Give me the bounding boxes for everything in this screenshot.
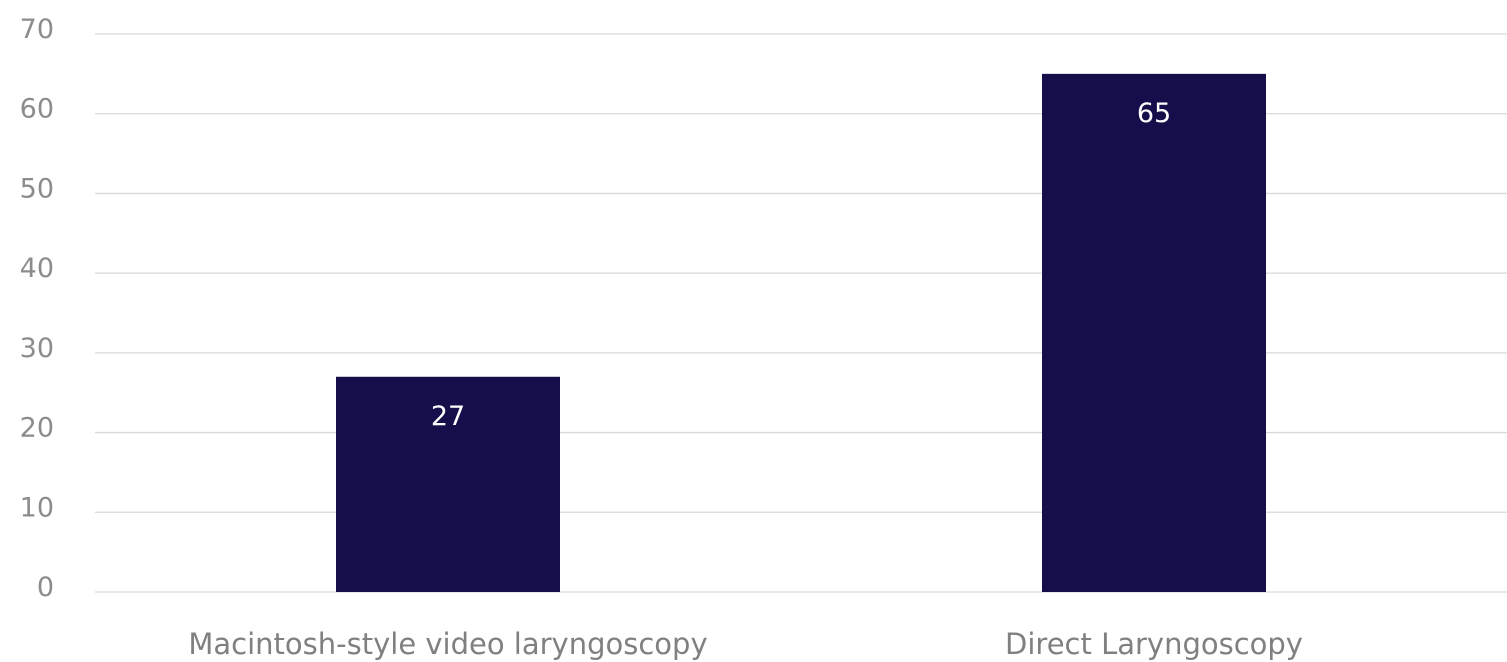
y-tick-label: 40 bbox=[20, 253, 54, 284]
y-tick-label: 20 bbox=[20, 413, 54, 444]
x-axis-tick-labels: Macintosh-style video laryngoscopy Direct… bbox=[188, 627, 1303, 661]
x-tick-label-2: Direct Laryngoscopy bbox=[1005, 627, 1303, 661]
gridlines bbox=[95, 33, 1507, 593]
bar-1 bbox=[336, 376, 560, 592]
y-tick-label: 70 bbox=[20, 14, 54, 45]
data-labels: 27 65 bbox=[431, 98, 1171, 432]
y-tick-label: 0 bbox=[37, 572, 54, 603]
y-tick-label: 50 bbox=[20, 173, 54, 204]
y-tick-label: 30 bbox=[20, 333, 54, 364]
x-tick-label-1: Macintosh-style video laryngoscopy bbox=[188, 627, 707, 661]
bar-2 bbox=[1042, 73, 1266, 593]
y-tick-label: 10 bbox=[20, 492, 54, 523]
y-axis-tick-labels: 0 10 20 30 40 50 60 70 bbox=[20, 14, 54, 603]
y-tick-label: 60 bbox=[20, 94, 54, 125]
bars bbox=[336, 73, 1266, 593]
data-label-1: 27 bbox=[431, 401, 465, 432]
data-label-2: 65 bbox=[1137, 98, 1171, 129]
